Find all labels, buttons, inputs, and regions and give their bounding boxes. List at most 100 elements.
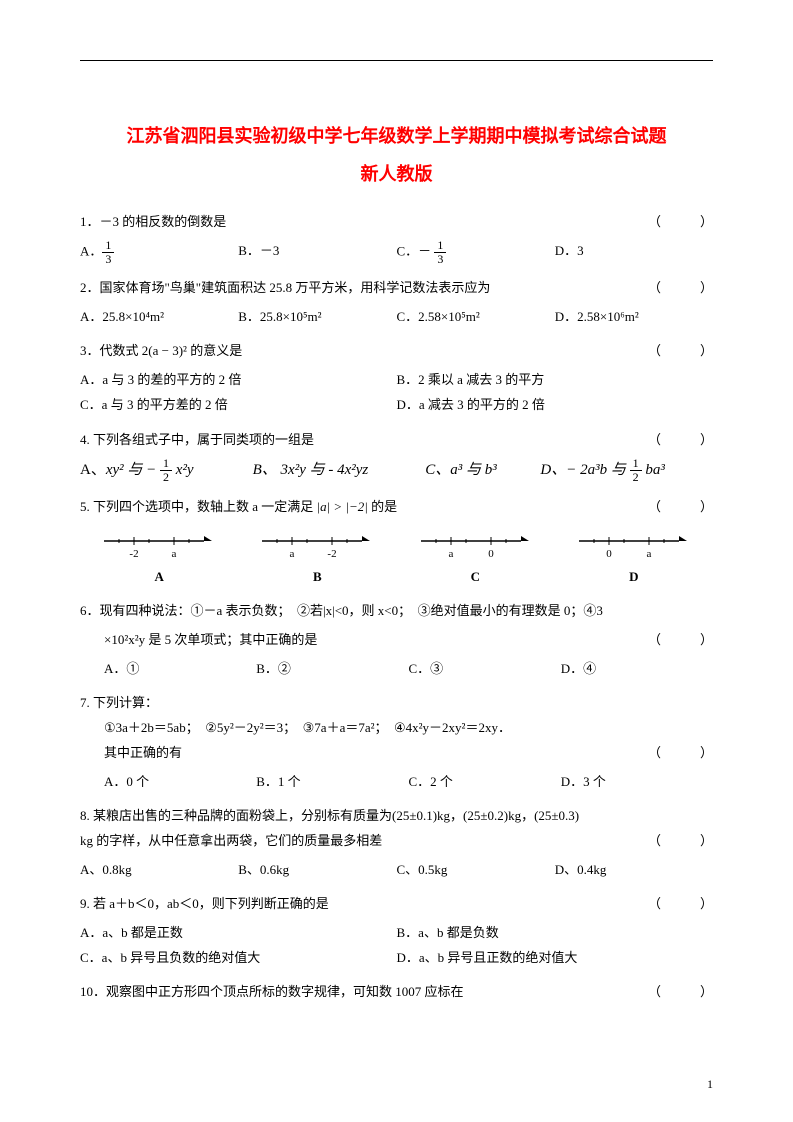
subtitle: 新人教版 xyxy=(80,160,713,186)
q4-A-num: 1 xyxy=(160,457,172,471)
q5-numberlines: -2 a a -2 a 0 xyxy=(80,529,713,565)
q4-text: 4. 下列各组式子中，属于同类项的一组是 （ ） xyxy=(80,428,713,453)
numberline-B: a -2 xyxy=(257,529,377,565)
q7-stem3: 其中正确的有 xyxy=(104,745,182,760)
q10-stem: 10．观察图中正方形四个顶点所标的数字规律，可知数 1007 应标在 xyxy=(80,984,464,999)
q3-text: 3．代数式 2(a − 3)² 的意义是 （ ） xyxy=(80,339,713,364)
q1-C-prefix: C．－ xyxy=(397,243,435,258)
q5-paren: （ ） xyxy=(648,495,713,520)
q1-optC: C．－ 13 xyxy=(397,239,555,266)
q5-label-D: D xyxy=(629,569,638,585)
q9-stem: 9. 若 a＋b＜0，ab＜0，则下列判断正确的是 xyxy=(80,896,329,911)
q8-paren: （ ） xyxy=(648,829,713,854)
numberline-A: -2 a xyxy=(99,529,219,565)
q1-optA: A．13 xyxy=(80,239,238,266)
q3-prefix: 3．代数式 xyxy=(80,343,142,358)
q9-options: A．a、b 都是正数 B．a、b 都是负数 C．a、b 异号且负数的绝对值大 D… xyxy=(80,921,713,970)
q7-text2: ①3a＋2b＝5ab； ②5y²－2y²＝3； ③7a＋a＝7a²； ④4x²y… xyxy=(80,716,713,741)
q4-D-right: ba³ xyxy=(642,462,665,478)
q8-options: A、0.8kg B、0.6kg C、0.5kg D、0.4kg xyxy=(80,858,713,883)
numberline-C: a 0 xyxy=(416,529,536,565)
q3-paren: （ ） xyxy=(648,339,713,364)
q8-optB: B、0.6kg xyxy=(238,858,396,883)
q4-D-num: 1 xyxy=(630,457,642,471)
q2-optD: D．2.58×10⁶m² xyxy=(555,305,713,330)
q9-text: 9. 若 a＋b＜0，ab＜0，则下列判断正确的是 （ ） xyxy=(80,892,713,917)
q7-text3: 其中正确的有 （ ） xyxy=(80,741,713,766)
q8-optA: A、0.8kg xyxy=(80,858,238,883)
q5-prefix: 5. 下列四个选项中，数轴上数 a 一定满足 xyxy=(80,499,317,514)
q7-text1: 7. 下列计算： xyxy=(80,691,713,716)
q8-stem2: kg 的字样，从中任意拿出两袋，它们的质量最多相差 xyxy=(80,833,382,848)
q9-optC: C．a、b 异号且负数的绝对值大 xyxy=(80,946,397,971)
q2-paren: （ ） xyxy=(648,276,713,301)
svg-text:0: 0 xyxy=(606,548,612,560)
svg-text:a: a xyxy=(290,548,295,560)
q7-optD: D．3 个 xyxy=(561,770,713,795)
q4-D-prefix: D、− 2a³b 与 xyxy=(540,462,629,478)
svg-text:a: a xyxy=(172,548,177,560)
q8-text1: 8. 某粮店出售的三种品牌的面粉袋上，分别标有质量为(25±0.1)kg，(25… xyxy=(80,804,713,829)
q1-text: 1．－3 的相反数的倒数是 （ ） xyxy=(80,210,713,235)
q2-optC: C．2.58×10⁵m² xyxy=(397,305,555,330)
q9-paren: （ ） xyxy=(648,892,713,917)
q1-A-prefix: A． xyxy=(80,243,102,258)
q5-expr: |a| > |−2| xyxy=(317,499,368,514)
q4-A-left: xy² 与 − xyxy=(106,462,160,478)
q1-stem: 1．－3 的相反数的倒数是 xyxy=(80,214,226,229)
q7-optC: C．2 个 xyxy=(409,770,561,795)
q7-options: A．0 个 B．1 个 C．2 个 D．3 个 xyxy=(80,770,713,795)
q6-optD: D．④ xyxy=(561,657,713,682)
q3-optD: D．a 减去 3 的平方的 2 倍 xyxy=(397,393,714,418)
q6-text2: ×10²x²y 是 5 次单项式；其中正确的是 （ ） xyxy=(80,628,713,653)
q10-paren: （ ） xyxy=(648,980,713,1005)
top-rule xyxy=(80,60,713,62)
q7-optA: A．0 个 xyxy=(104,770,256,795)
svg-text:-2: -2 xyxy=(328,548,337,560)
q1-optB: B．－3 xyxy=(238,239,396,266)
q3-expr: 2(a − 3)² xyxy=(142,343,187,358)
q3-optA: A．a 与 3 的差的平方的 2 倍 xyxy=(80,368,397,393)
q6-optB: B．② xyxy=(256,657,408,682)
svg-text:a: a xyxy=(448,548,453,560)
q4-optA: A、xy² 与 − 12 x²y xyxy=(80,456,253,485)
q4-optC: C、a³ 与 b³ xyxy=(425,456,540,485)
q2-text: 2．国家体育场"鸟巢"建筑面积达 25.8 万平方米，用科学记数法表示应为 （ … xyxy=(80,276,713,301)
q1-options: A．13 B．－3 C．－ 13 D．3 xyxy=(80,239,713,266)
q6-paren: （ ） xyxy=(648,628,713,653)
q4-optD: D、− 2a³b 与 12 ba³ xyxy=(540,456,713,485)
q5-label-C: C xyxy=(471,569,480,585)
q10-text: 10．观察图中正方形四个顶点所标的数字规律，可知数 1007 应标在 （ ） xyxy=(80,980,713,1005)
q4-A-right: x²y xyxy=(172,462,194,478)
q9-optA: A．a、b 都是正数 xyxy=(80,921,397,946)
q4-stem: 4. 下列各组式子中，属于同类项的一组是 xyxy=(80,432,314,447)
title: 江苏省泗阳县实验初级中学七年级数学上学期期中模拟考试综合试题 xyxy=(80,122,713,148)
q5-label-A: A xyxy=(155,569,164,585)
q1-paren: （ ） xyxy=(648,210,713,235)
q1-optD: D．3 xyxy=(555,239,713,266)
q4-A-den: 2 xyxy=(160,471,172,484)
q3-optC: C．a 与 3 的平方差的 2 倍 xyxy=(80,393,397,418)
q1-A-den: 3 xyxy=(102,253,114,266)
q6-text1: 6．现有四种说法：①－a 表示负数； ②若|x|<0，则 x<0； ③绝对值最小… xyxy=(80,599,713,624)
q4-optB: B、 3x²y 与 - 4x²yz xyxy=(253,456,426,485)
q9-optB: B．a、b 都是负数 xyxy=(397,921,714,946)
q8-optC: C、0.5kg xyxy=(397,858,555,883)
numberline-D: 0 a xyxy=(574,529,694,565)
q5-label-B: B xyxy=(313,569,322,585)
q8-optD: D、0.4kg xyxy=(555,858,713,883)
q9-optD: D．a、b 异号且正数的绝对值大 xyxy=(397,946,714,971)
q2-optB: B．25.8×10⁵m² xyxy=(238,305,396,330)
q5-labels: A B C D xyxy=(80,569,713,585)
q2-options: A．25.8×10⁴m² B．25.8×10⁵m² C．2.58×10⁵m² D… xyxy=(80,305,713,330)
q6-optC: C．③ xyxy=(409,657,561,682)
q6-optA: A．① xyxy=(104,657,256,682)
q6-stem2: ×10²x²y 是 5 次单项式；其中正确的是 xyxy=(104,632,317,647)
q2-optA: A．25.8×10⁴m² xyxy=(80,305,238,330)
q4-options: A、xy² 与 − 12 x²y B、 3x²y 与 - 4x²yz C、a³ … xyxy=(80,456,713,485)
q4-D-den: 2 xyxy=(630,471,642,484)
svg-text:-2: -2 xyxy=(130,548,139,560)
q3-suffix: 的意义是 xyxy=(187,343,242,358)
q5-suffix: 的是 xyxy=(368,499,397,514)
svg-text:0: 0 xyxy=(488,548,494,560)
